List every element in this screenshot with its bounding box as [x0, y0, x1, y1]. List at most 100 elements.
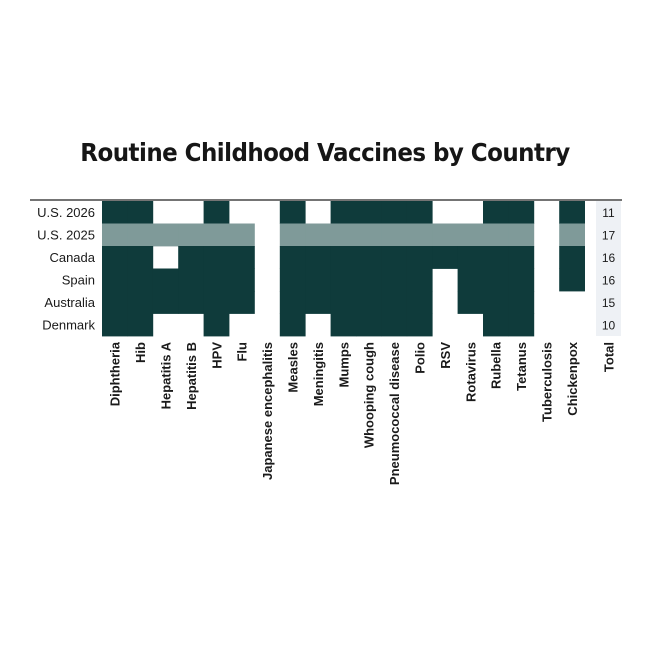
- column-label: Mumps: [336, 342, 351, 388]
- heatmap-cell: [356, 313, 382, 337]
- heatmap-cell: [203, 201, 230, 224]
- heatmap-cell: [559, 268, 585, 292]
- row-label: Denmark: [42, 317, 95, 332]
- heatmap-cell: [152, 268, 179, 292]
- heatmap-cell: [152, 291, 179, 314]
- heatmap-cell: [356, 223, 382, 247]
- total-cell: [596, 201, 621, 224]
- total-cell: [596, 223, 621, 246]
- heatmap-cell: [127, 246, 154, 269]
- heatmap-cell: [102, 268, 128, 292]
- heatmap-cell: [178, 268, 204, 292]
- row-label: U.S. 2025: [37, 227, 95, 242]
- column-label: Hib: [133, 342, 148, 363]
- heatmap-cell: [508, 246, 535, 269]
- heatmap-cell: [508, 201, 535, 224]
- heatmap-cell: [406, 246, 433, 269]
- heatmap-cell: [381, 223, 408, 247]
- heatmap-cell: [330, 268, 357, 292]
- column-label: Rotavirus: [463, 342, 478, 402]
- heatmap-cell: [203, 313, 230, 337]
- heatmap-cell: [356, 268, 382, 292]
- heatmap-cell: [508, 313, 535, 337]
- heatmap-cell: [483, 246, 509, 269]
- heatmap-cell: [508, 268, 535, 292]
- heatmap-cell: [305, 246, 331, 269]
- heatmap-cell: [229, 291, 255, 314]
- heatmap-cell: [483, 201, 509, 224]
- heatmap-cell: [178, 291, 204, 314]
- column-label: Flu: [235, 342, 250, 362]
- heatmap-cell: [305, 268, 331, 292]
- heatmap-cell: [102, 313, 128, 337]
- heatmap-cell: [381, 291, 408, 314]
- chart-title: Routine Childhood Vaccines by Country: [80, 138, 570, 167]
- heatmap-cell: [330, 246, 357, 269]
- column-label: Meningitis: [311, 342, 326, 406]
- column-label: HPV: [209, 342, 224, 369]
- total-value: 17: [602, 228, 616, 242]
- heatmap-cell: [356, 246, 382, 269]
- heatmap-cell: [330, 223, 357, 247]
- heatmap-cell: [279, 268, 306, 292]
- heatmap-cell: [127, 291, 154, 314]
- heatmap-cell: [127, 313, 154, 337]
- heatmap-cell: [356, 201, 382, 224]
- heatmap-cell: [483, 268, 509, 292]
- heatmap-cell: [102, 223, 128, 247]
- heatmap-cell: [178, 246, 204, 269]
- column-label: Tetanus: [514, 342, 529, 391]
- column-label: RSV: [438, 342, 453, 369]
- heatmap-cell: [559, 201, 585, 224]
- column-label: Diphtheria: [108, 341, 123, 406]
- row-label: U.S. 2026: [37, 205, 95, 220]
- heatmap-cell: [203, 223, 230, 247]
- heatmap-cell: [432, 223, 458, 247]
- heatmap-cell: [381, 201, 408, 224]
- heatmap-cell: [508, 223, 535, 247]
- heatmap-cell: [279, 246, 306, 269]
- heatmap-cell: [279, 201, 306, 224]
- column-label: Whooping cough: [362, 342, 377, 448]
- heatmap-cell: [356, 291, 382, 314]
- heatmap-cell: [508, 291, 535, 314]
- row-label: Spain: [62, 272, 95, 287]
- heatmap-cell: [432, 246, 458, 269]
- heatmap-cell: [102, 246, 128, 269]
- column-label: Measles: [286, 342, 301, 393]
- heatmap-cell: [483, 313, 509, 337]
- heatmap-cell: [279, 313, 306, 337]
- heatmap-cell: [406, 223, 433, 247]
- heatmap-cell: [381, 246, 408, 269]
- heatmap-cell: [152, 223, 179, 247]
- heatmap-cell: [102, 291, 128, 314]
- heatmap-cell: [305, 291, 331, 314]
- total-header: Total: [602, 342, 617, 372]
- heatmap-cell: [203, 291, 230, 314]
- heatmap-cell: [279, 223, 306, 247]
- heatmap-cell: [406, 291, 433, 314]
- heatmap-cell: [457, 268, 484, 292]
- total-value: 11: [602, 206, 615, 220]
- heatmap-cell: [203, 246, 230, 269]
- column-label: Polio: [413, 342, 428, 374]
- heatmap-cell: [305, 223, 331, 247]
- total-cell: [596, 313, 621, 336]
- heatmap-cell: [483, 291, 509, 314]
- column-label: Chickenpox: [565, 341, 580, 415]
- heatmap-cell: [229, 223, 255, 247]
- heatmap-cell: [127, 268, 154, 292]
- heatmap-cell: [457, 223, 484, 247]
- heatmap-cell: [483, 223, 509, 247]
- row-label: Canada: [49, 250, 95, 265]
- row-label: Australia: [44, 295, 95, 310]
- total-value: 16: [602, 273, 616, 287]
- heatmap-cell: [559, 223, 585, 247]
- total-cell: [596, 246, 621, 269]
- total-cell: [596, 291, 621, 314]
- heatmap-cell: [330, 313, 357, 337]
- heatmap-cell: [330, 201, 357, 224]
- heatmap-cell: [406, 313, 433, 337]
- heatmap-cell: [457, 291, 484, 314]
